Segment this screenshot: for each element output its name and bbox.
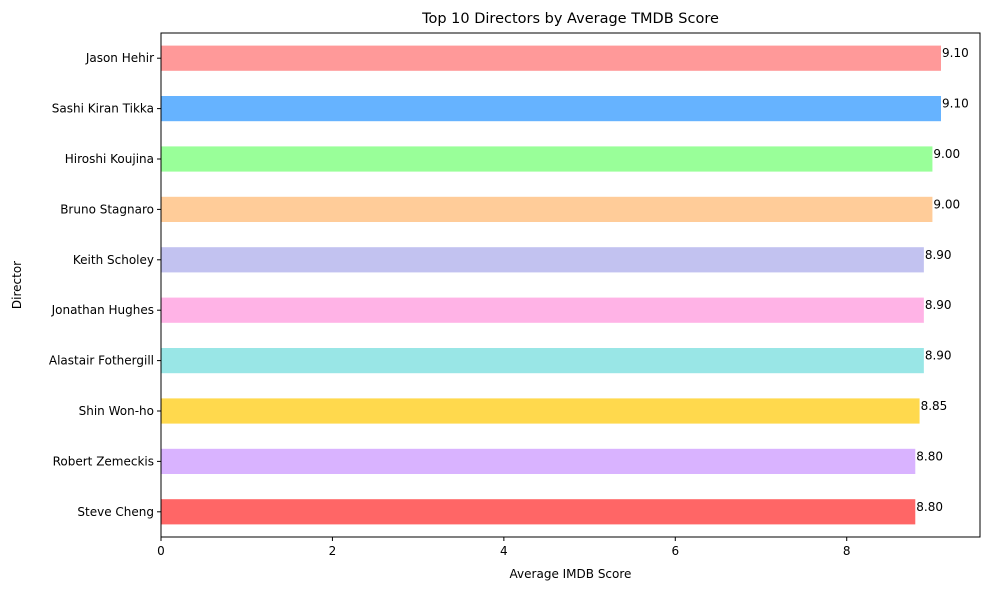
y-tick-label: Robert Zemeckis [53,454,154,468]
plot-frame [160,32,981,538]
value-labels-group: 9.10 9.10 9.00 9.00 8.90 8.90 8.90 8.85 8.80 8.80 [916,46,968,514]
bar-value-label: 9.00 [933,147,960,161]
bar-value-label: 8.90 [925,349,952,363]
bar [161,196,933,222]
bar [161,247,924,273]
bar-value-label: 8.85 [921,399,948,413]
y-tick-label: Alastair Fothergill [49,354,154,368]
bar [161,96,941,122]
bar-value-label: 9.10 [942,46,969,60]
x-tick-label: 6 [671,544,679,558]
y-tick-label: Bruno Stagnaro [60,202,154,216]
chart-title: Top 10 Directors by Average TMDB Score [421,11,719,27]
y-tick-label: Jason Hehir [85,51,154,65]
bar [161,45,941,71]
y-tick-label: Jonathan Hughes [51,303,154,317]
bar-value-label: 9.10 [942,97,969,111]
y-tick-label: Keith Scholey [73,253,154,267]
bars-group [161,45,941,525]
x-tick-label: 2 [329,544,337,558]
bar [161,348,924,374]
y-tick-label: Shin Won-ho [79,404,154,418]
y-tick-label: Hiroshi Koujina [65,152,154,166]
bar-value-label: 9.00 [933,197,960,211]
x-axis-ticks: 0 2 4 6 8 [157,537,851,558]
bar-value-label: 8.90 [925,248,952,262]
bar [161,297,924,323]
x-tick-label: 4 [500,544,508,558]
bar [161,448,916,474]
y-tick-label: Sashi Kiran Tikka [52,102,154,116]
bar-value-label: 8.80 [916,500,943,514]
y-axis-label: Director [10,261,24,309]
bar [161,146,933,172]
bar [161,398,920,424]
x-axis-label: Average IMDB Score [510,567,632,581]
x-tick-label: 8 [843,544,851,558]
bar-value-label: 8.80 [916,449,943,463]
x-tick-label: 0 [157,544,165,558]
bar [161,499,916,525]
y-axis-ticks: Jason Hehir Sashi Kiran Tikka Hiroshi Kouj… [49,51,161,519]
y-tick-label: Steve Cheng [77,505,154,519]
bar-value-label: 8.90 [925,298,952,312]
